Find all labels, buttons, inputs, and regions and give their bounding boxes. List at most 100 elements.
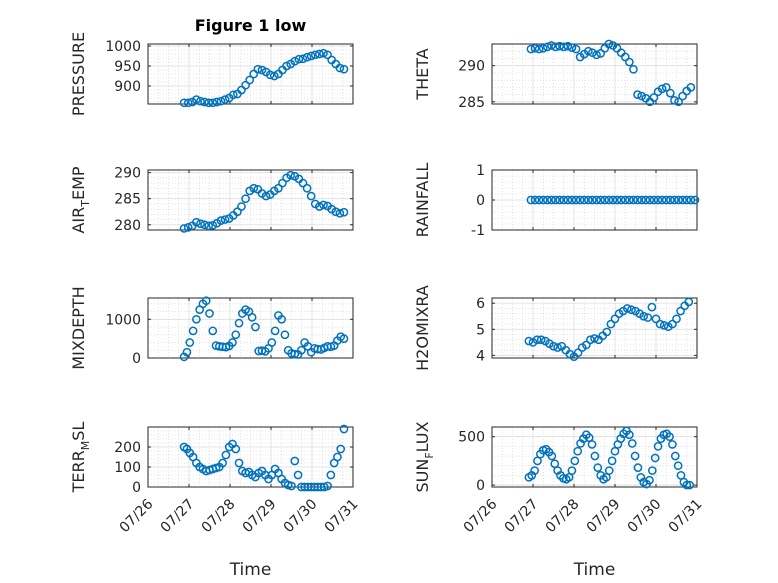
y-tick-label: 290 bbox=[114, 166, 141, 182]
data-point bbox=[586, 335, 595, 345]
data-point bbox=[567, 43, 577, 52]
data-point bbox=[593, 463, 603, 472]
x-tick-label: 07/29 bbox=[584, 496, 624, 536]
data-point bbox=[265, 70, 275, 80]
data-point bbox=[685, 480, 694, 490]
data-point bbox=[645, 475, 654, 485]
data-point bbox=[676, 306, 685, 316]
data-point bbox=[543, 42, 552, 52]
x-tick-label: 07/26 bbox=[117, 496, 157, 536]
data-point bbox=[622, 304, 632, 313]
data-point bbox=[666, 88, 675, 98]
data-point bbox=[612, 195, 622, 205]
h2omixra-panel: 4 5 6 H2OMIXRA bbox=[413, 285, 698, 371]
data-point bbox=[293, 470, 303, 480]
data-point bbox=[234, 458, 244, 468]
data-point bbox=[228, 90, 238, 100]
data-point bbox=[674, 195, 683, 205]
x-tick-label: 07/26 bbox=[461, 496, 501, 536]
sun-flux-panel-ylabel: SUNFLUX bbox=[413, 421, 436, 492]
data-point bbox=[686, 195, 696, 205]
y-tick-label: 0 bbox=[476, 193, 485, 209]
data-point bbox=[241, 80, 250, 90]
data-point bbox=[625, 430, 634, 440]
data-point bbox=[620, 52, 630, 62]
data-point bbox=[627, 305, 636, 315]
data-point bbox=[282, 61, 291, 71]
data-point bbox=[530, 43, 540, 53]
data-point bbox=[563, 41, 573, 51]
data-point bbox=[310, 50, 320, 60]
figure-title: Figure 1 low bbox=[195, 16, 307, 35]
data-point bbox=[604, 39, 614, 49]
air-temp-panel-ylabel: AIRTEMP bbox=[69, 166, 92, 233]
data-point bbox=[674, 97, 683, 107]
data-point bbox=[608, 195, 618, 205]
data-point bbox=[185, 338, 195, 347]
data-point bbox=[659, 321, 669, 330]
data-point bbox=[277, 314, 287, 324]
data-point bbox=[339, 424, 349, 434]
data-point bbox=[588, 195, 597, 205]
data-point bbox=[690, 195, 700, 205]
sun-flux-panel: 0 500 07/26 07/27 07/28 07/29 07/30 07/31 SUNFLU… bbox=[413, 421, 705, 580]
y-tick-label: -1 bbox=[471, 223, 485, 239]
data-point bbox=[179, 98, 189, 108]
data-point bbox=[547, 41, 556, 50]
h2omixra-panel-axes-box bbox=[491, 297, 698, 359]
data-point bbox=[668, 440, 677, 449]
data-point bbox=[278, 178, 287, 188]
y-tick-label: 100 bbox=[114, 460, 141, 476]
data-point bbox=[633, 90, 642, 99]
data-point bbox=[228, 338, 237, 347]
data-point bbox=[686, 83, 696, 92]
data-point bbox=[647, 302, 657, 312]
data-point bbox=[553, 343, 562, 352]
data-point bbox=[201, 296, 211, 306]
data-point bbox=[249, 183, 259, 193]
data-point bbox=[196, 96, 205, 106]
data-point bbox=[286, 170, 296, 180]
terr-msl-panel-ylabel: TERRMSL bbox=[69, 422, 92, 494]
theta-panel-axes-box bbox=[491, 43, 698, 105]
data-point bbox=[538, 195, 548, 205]
data-point bbox=[200, 97, 209, 107]
data-point bbox=[543, 195, 552, 205]
data-point bbox=[645, 195, 655, 205]
data-point bbox=[270, 326, 280, 336]
data-point bbox=[555, 195, 565, 205]
data-point bbox=[592, 50, 601, 60]
data-point bbox=[231, 330, 241, 340]
data-point bbox=[579, 195, 589, 205]
data-point bbox=[600, 195, 610, 205]
data-point bbox=[216, 96, 226, 106]
data-point bbox=[627, 439, 637, 448]
data-point bbox=[188, 326, 198, 336]
data-point bbox=[651, 314, 661, 324]
data-point bbox=[339, 64, 349, 74]
data-point bbox=[290, 456, 300, 466]
data-point bbox=[629, 195, 638, 205]
data-point bbox=[233, 207, 242, 217]
data-point bbox=[547, 451, 557, 461]
data-point bbox=[570, 456, 580, 466]
data-point bbox=[610, 314, 620, 324]
data-point bbox=[670, 96, 679, 105]
theta-panel-ylabel: THETA bbox=[413, 48, 432, 100]
sun-flux-panel-axes-box bbox=[491, 426, 698, 488]
data-point bbox=[196, 219, 205, 229]
data-point bbox=[331, 207, 341, 217]
data-point bbox=[549, 341, 558, 351]
data-point bbox=[571, 195, 581, 205]
y-tick-label: 1 bbox=[476, 163, 485, 179]
data-point bbox=[606, 319, 616, 329]
data-point bbox=[559, 42, 569, 52]
data-point bbox=[630, 451, 640, 461]
data-point bbox=[530, 195, 540, 205]
data-point bbox=[596, 49, 606, 58]
data-point bbox=[668, 319, 677, 329]
data-point bbox=[231, 444, 241, 454]
data-point bbox=[192, 314, 201, 324]
data-point bbox=[567, 466, 577, 475]
